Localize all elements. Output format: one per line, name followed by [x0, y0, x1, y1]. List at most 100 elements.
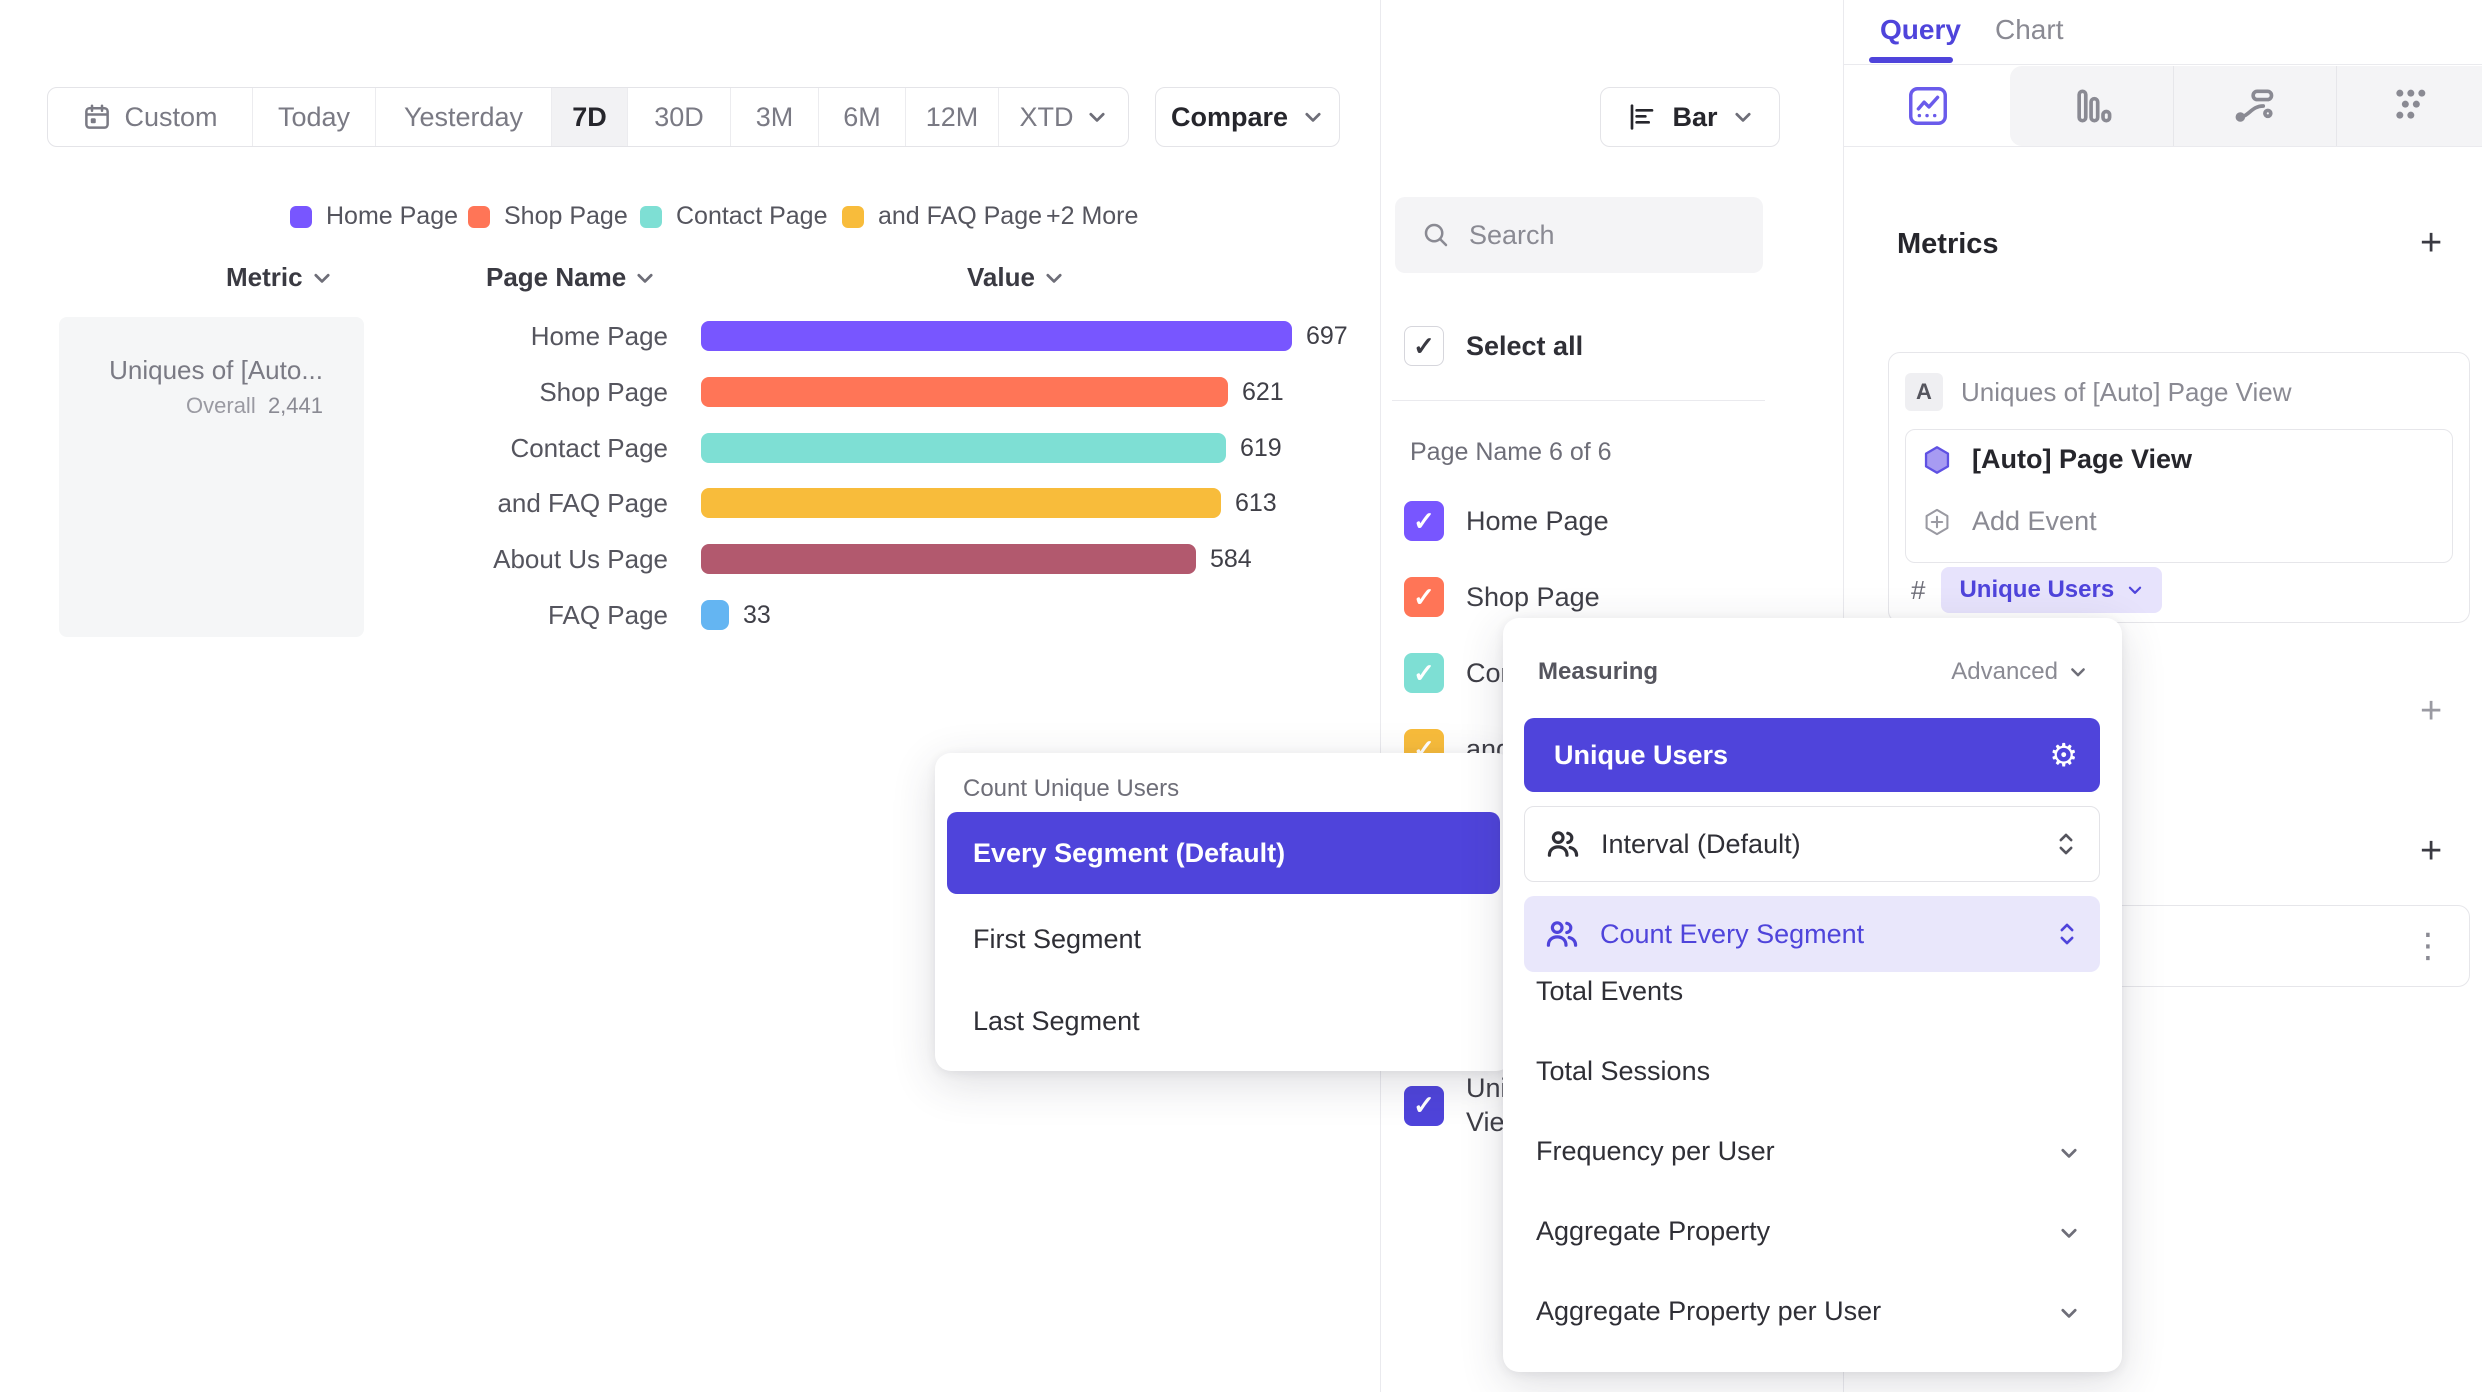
add-metric-button[interactable]: +	[2420, 222, 2443, 264]
option-frequency-per-user[interactable]: Frequency per User	[1536, 1135, 1775, 1166]
column-header-page-name[interactable]: Page Name	[486, 262, 656, 293]
table-row: and FAQ Page 613	[497, 487, 1277, 518]
date-range-7d[interactable]: 7D	[552, 88, 628, 146]
horizontal-bar-chart-icon	[1631, 104, 1654, 130]
column-header-metric[interactable]: Metric	[226, 262, 333, 293]
checkbox-contact-page[interactable]: ✓	[1404, 653, 1444, 693]
filter-row-partial[interactable]: ✓ Uni Vie	[1404, 1072, 1507, 1140]
metric-card-header[interactable]: A Uniques of [Auto] Page View	[1905, 373, 2292, 411]
count-type-chip[interactable]: Unique Users	[1941, 567, 2163, 613]
filter-row-shop-page[interactable]: ✓ Shop Page	[1404, 577, 1600, 617]
chevron-down-icon	[2071, 668, 2085, 677]
tab-insights-chart[interactable]	[1845, 66, 2010, 146]
table-row: FAQ Page 33	[548, 599, 771, 630]
metric-card: A Uniques of [Auto] Page View [Auto] Pag…	[1888, 352, 2470, 623]
add-event-row[interactable]: Add Event	[1922, 506, 2097, 537]
hash-icon: #	[1911, 574, 1926, 605]
bar-chart-icon	[2076, 89, 2111, 123]
option-total-events[interactable]: Total Events	[1536, 975, 1684, 1006]
table-row: Contact Page 619	[510, 432, 1282, 463]
tab-retention-chart[interactable]	[2336, 66, 2482, 146]
add-filter-button[interactable]: +	[2420, 690, 2443, 732]
chevron-down-icon	[2061, 1308, 2077, 1318]
chevron-down-icon	[2061, 1148, 2077, 1158]
chevron-down-icon	[1088, 112, 1105, 122]
checkbox-home-page[interactable]: ✓	[1404, 501, 1444, 541]
search-icon	[1424, 223, 1448, 247]
tab-query[interactable]: Query	[1880, 14, 1961, 45]
stepper-icon	[2060, 923, 2074, 945]
check-icon: ✓	[1413, 330, 1435, 361]
bar-contact-page[interactable]	[701, 433, 1226, 463]
icon-tab-bottom-divider	[1844, 146, 2482, 147]
date-range-xtd[interactable]: XTD	[999, 88, 1128, 146]
bar-about-us-page[interactable]	[701, 544, 1196, 574]
insights-chart-icon	[1908, 87, 1947, 125]
advanced-toggle[interactable]: Advanced	[1951, 658, 2088, 686]
chevron-down-icon	[1046, 273, 1062, 283]
interval-control[interactable]: Interval (Default)	[1524, 806, 2100, 882]
bar-shop-page[interactable]	[701, 377, 1228, 407]
chevron-down-icon	[314, 273, 330, 283]
bar-faq-page[interactable]	[701, 600, 729, 630]
option-total-sessions[interactable]: Total Sessions	[1536, 1055, 1711, 1086]
metric-summary-card[interactable]: Uniques of [Auto... Overall 2,441	[59, 317, 364, 637]
compare-button[interactable]: Compare	[1155, 87, 1340, 147]
search-placeholder: Search	[1469, 219, 1555, 250]
date-range-30d[interactable]: 30D	[628, 88, 731, 146]
date-range-12m[interactable]: 12M	[906, 88, 999, 146]
metrics-heading: Metrics	[1897, 228, 1999, 260]
checkbox-partial[interactable]: ✓	[1404, 1085, 1444, 1126]
date-range-3m[interactable]: 3M	[731, 88, 819, 146]
measuring-popover: Measuring Advanced Unique Users ⚙ Interv…	[1503, 618, 2122, 1372]
hexagon-event-icon	[1924, 445, 1950, 474]
chevron-down-icon	[2129, 586, 2142, 594]
date-range-custom[interactable]: Custom	[48, 88, 253, 146]
bar-home-page[interactable]	[701, 321, 1292, 351]
event-row[interactable]: [Auto] Page View	[1922, 444, 2192, 475]
users-icon	[1547, 831, 1579, 857]
table-row: About Us Page 584	[493, 543, 1252, 574]
legend-item[interactable]: Contact Page	[640, 202, 828, 231]
active-tab-underline	[1869, 57, 1953, 63]
filter-row-home-page[interactable]: ✓ Home Page	[1404, 501, 1609, 541]
option-aggregate-property-per-user[interactable]: Aggregate Property per User	[1536, 1295, 1882, 1326]
date-range-today[interactable]: Today	[253, 88, 376, 146]
event-card: [Auto] Page View Add Event	[1905, 429, 2453, 563]
measuring-selected-unique-users[interactable]: Unique Users ⚙	[1524, 718, 2100, 792]
date-range-6m[interactable]: 6M	[819, 88, 906, 146]
gear-icon[interactable]: ⚙	[2049, 736, 2078, 774]
legend-item[interactable]: and FAQ Page	[842, 202, 1042, 231]
bar-and-faq-page[interactable]	[701, 488, 1221, 518]
select-all-checkbox[interactable]: ✓	[1404, 326, 1444, 366]
legend-item[interactable]: Home Page	[290, 202, 458, 231]
count-every-segment-control[interactable]: Count Every Segment	[1524, 896, 2100, 972]
legend-swatch	[290, 205, 312, 228]
add-breakdown-button[interactable]: +	[2420, 830, 2443, 872]
legend-more[interactable]: +2 More	[1046, 202, 1139, 230]
tab-flow-chart[interactable]	[2173, 66, 2336, 146]
search-input[interactable]: Search	[1395, 197, 1763, 273]
measuring-title: Measuring	[1538, 658, 1659, 685]
add-event-icon	[1925, 508, 1949, 535]
dots-grid-icon	[2396, 89, 2426, 119]
checkbox-shop-page[interactable]: ✓	[1404, 577, 1444, 617]
legend-item[interactable]: Shop Page	[468, 202, 628, 231]
sidebar-header-divider	[1844, 64, 2482, 65]
kebab-menu-icon[interactable]: ⋮	[2411, 926, 2445, 966]
option-first-segment[interactable]: First Segment	[973, 923, 1142, 954]
date-range-yesterday[interactable]: Yesterday	[376, 88, 552, 146]
chart-type-button[interactable]: Bar	[1600, 87, 1780, 147]
option-aggregate-property[interactable]: Aggregate Property	[1536, 1215, 1771, 1246]
option-every-segment[interactable]: Every Segment (Default)	[947, 812, 1500, 894]
legend-swatch	[640, 205, 662, 228]
select-all-row[interactable]: ✓ Select all	[1404, 326, 1583, 366]
tab-chart[interactable]: Chart	[1995, 14, 2064, 45]
option-last-segment[interactable]: Last Segment	[973, 1005, 1140, 1036]
legend-swatch	[842, 205, 864, 228]
metric-overall: Overall 2,441	[186, 393, 323, 418]
tab-bar-chart[interactable]	[2010, 66, 2173, 146]
column-header-value[interactable]: Value	[967, 262, 1065, 293]
legend-swatch	[468, 205, 490, 228]
popover-title: Count Unique Users	[963, 775, 1180, 802]
